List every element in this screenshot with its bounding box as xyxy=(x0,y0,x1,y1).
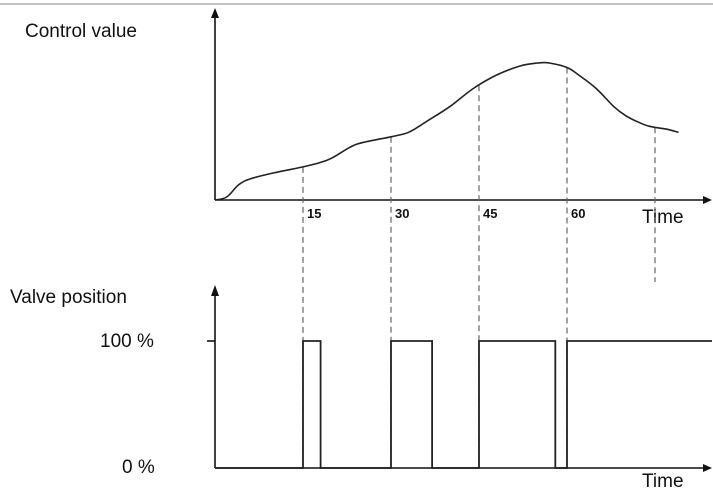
control-y-axis-arrow xyxy=(211,8,219,18)
valve-x-label: Time xyxy=(642,471,684,490)
valve-y-axis-arrow xyxy=(211,285,219,296)
valve-position-signal xyxy=(215,340,712,469)
valve-tick-100: 100 % xyxy=(100,331,154,352)
valve-tick-0: 0 % xyxy=(122,457,155,478)
control-x-ticks: 15 30 45 60 xyxy=(307,206,585,221)
control-x-tick-60: 60 xyxy=(571,206,585,221)
control-x-tick-45: 45 xyxy=(483,206,497,221)
control-x-label: Time xyxy=(642,207,684,228)
valve-y-label: Valve position xyxy=(10,287,127,308)
control-y-label: Control value xyxy=(25,21,137,42)
control-value-curve xyxy=(214,61,679,201)
control-x-tick-30: 30 xyxy=(395,206,409,221)
valve-position-plot: Valve position 100 % 0 % Time xyxy=(10,285,712,490)
valve-x-axis-arrow xyxy=(703,464,712,472)
control-value-plot: Control value Time 15 30 45 60 xyxy=(25,8,712,468)
control-x-tick-15: 15 xyxy=(307,206,321,221)
control-x-axis-arrow xyxy=(703,196,712,204)
